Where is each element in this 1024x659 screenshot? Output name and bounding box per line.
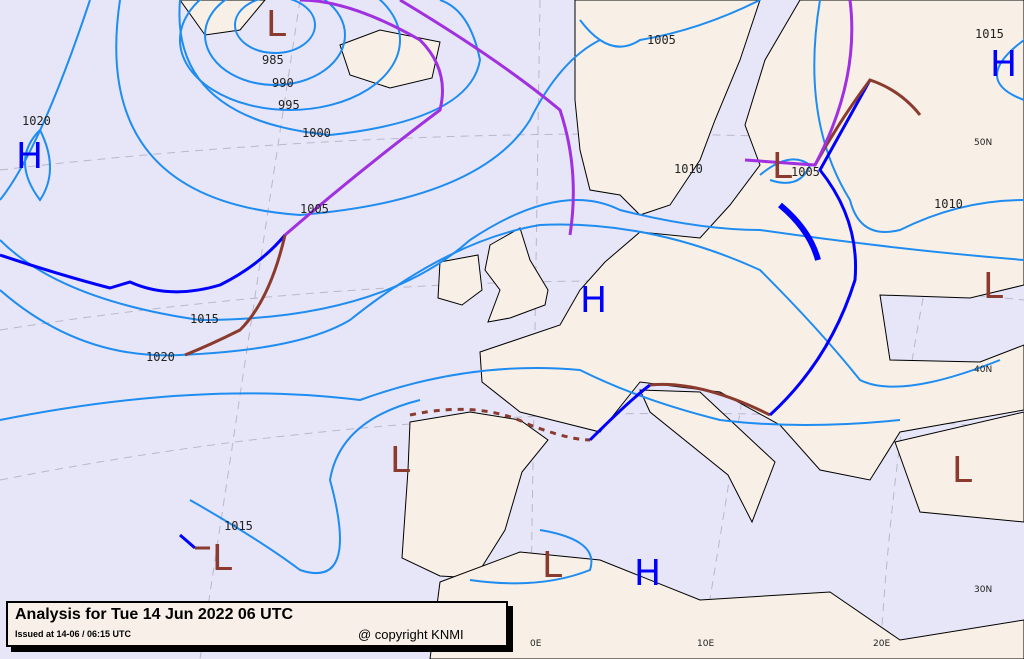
high-pressure-center: H bbox=[580, 280, 607, 321]
ireland bbox=[437, 254, 483, 306]
isobar-label: 1020 bbox=[22, 114, 51, 128]
isobar-label: 1015 bbox=[975, 27, 1004, 41]
north-africa bbox=[429, 551, 1024, 659]
latitude-label: 30N bbox=[974, 585, 992, 595]
high-pressure-center: H bbox=[16, 136, 43, 177]
analysis-title: Analysis for Tue 14 Jun 2022 06 UTC bbox=[15, 606, 294, 623]
analysis-info-box: Analysis for Tue 14 Jun 2022 06 UTC Issu… bbox=[6, 601, 508, 647]
pressure-centers: L H H L H L L L L L H bbox=[16, 4, 1017, 594]
fronts bbox=[0, 0, 922, 550]
cold-front-france bbox=[588, 383, 651, 442]
copyright-notice: @ copyright KNMI bbox=[358, 627, 464, 642]
trough-poland bbox=[778, 202, 821, 261]
isobar-label: 1020 bbox=[146, 350, 175, 364]
occluded-front-iceland bbox=[284, 0, 444, 237]
scandinavia bbox=[574, 0, 761, 216]
isobar-label: 1010 bbox=[934, 197, 963, 211]
latitude-label: 40N bbox=[974, 365, 992, 375]
isobar-label: 995 bbox=[278, 98, 300, 112]
isobar-label: 1005 bbox=[300, 202, 329, 216]
isobar-label: 1010 bbox=[674, 162, 703, 176]
isobar-labels: 985 990 995 1000 1005 1005 1005 1010 101… bbox=[22, 27, 1004, 533]
warm-front-russia bbox=[813, 78, 922, 166]
cold-front-eastern-europe bbox=[768, 79, 872, 417]
isobar-label: 1015 bbox=[224, 519, 253, 533]
low-pressure-center: L bbox=[772, 146, 792, 187]
longitude-label: 0E bbox=[530, 639, 542, 649]
latitude-label: 50N bbox=[974, 138, 992, 148]
isobar-label: 1005 bbox=[791, 165, 820, 179]
isobar-label: 990 bbox=[272, 76, 294, 90]
grid-labels: 50N 40N 30N 0E 10E 20E bbox=[530, 138, 992, 649]
isobar-label: 1000 bbox=[302, 126, 331, 140]
europe bbox=[479, 0, 1024, 481]
trough-iberia bbox=[409, 407, 591, 442]
turkey bbox=[894, 411, 1024, 523]
isobars bbox=[0, 0, 1024, 585]
low-pressure-center: L bbox=[390, 440, 410, 481]
warm-front-atlantic bbox=[184, 234, 287, 357]
iberia bbox=[401, 411, 549, 579]
high-pressure-center: H bbox=[634, 553, 661, 594]
land-masses bbox=[179, 0, 1024, 659]
occluded-front-north-sea bbox=[399, 0, 575, 236]
isobar-label: 1015 bbox=[190, 312, 219, 326]
warm-front-adriatic bbox=[649, 382, 771, 417]
great-britain bbox=[484, 227, 549, 323]
low-pressure-center: L bbox=[212, 538, 232, 579]
isobar-label: 1005 bbox=[647, 33, 676, 47]
iceland bbox=[339, 29, 441, 89]
low-pressure-center: L bbox=[542, 545, 562, 586]
low-pressure-center: L bbox=[266, 4, 286, 45]
cold-front-stub bbox=[179, 533, 196, 550]
issued-time: Issued at 14-06 / 06:15 UTC bbox=[15, 629, 132, 639]
occluded-front-baltic bbox=[744, 0, 854, 167]
isobar-label: 985 bbox=[262, 53, 284, 67]
cold-front-atlantic bbox=[0, 234, 287, 294]
italy bbox=[639, 389, 776, 524]
longitude-label: 20E bbox=[873, 639, 890, 649]
low-pressure-center: L bbox=[952, 450, 972, 491]
low-pressure-center: L bbox=[983, 266, 1003, 307]
longitude-label: 10E bbox=[697, 639, 714, 649]
high-pressure-center: H bbox=[990, 44, 1017, 85]
